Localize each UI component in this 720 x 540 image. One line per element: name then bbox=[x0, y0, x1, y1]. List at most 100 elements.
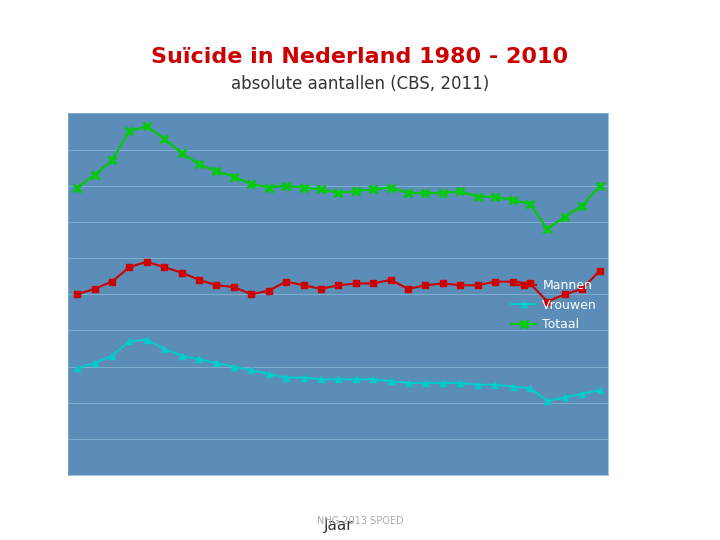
Totaal bbox=[282, 183, 290, 189]
Vrouwen bbox=[264, 370, 273, 377]
Vrouwen bbox=[438, 380, 447, 386]
Totaal bbox=[526, 200, 534, 207]
Totaal bbox=[578, 202, 587, 209]
Totaal bbox=[212, 168, 221, 174]
Vrouwen bbox=[456, 380, 464, 386]
Totaal bbox=[387, 184, 395, 191]
Totaal bbox=[334, 190, 343, 196]
Text: absolute aantallen (CBS, 2011): absolute aantallen (CBS, 2011) bbox=[231, 75, 489, 93]
Totaal bbox=[595, 183, 604, 189]
Mannen bbox=[404, 286, 413, 292]
Vrouwen bbox=[543, 398, 552, 404]
Vrouwen bbox=[561, 394, 570, 401]
Vrouwen bbox=[282, 374, 290, 381]
Totaal bbox=[404, 190, 413, 196]
Totaal bbox=[264, 184, 273, 191]
Totaal bbox=[491, 193, 500, 200]
Mannen bbox=[230, 284, 238, 291]
Vrouwen bbox=[212, 360, 221, 366]
Totaal bbox=[543, 226, 552, 232]
Totaal bbox=[107, 157, 116, 164]
Vrouwen bbox=[421, 380, 430, 386]
Mannen bbox=[334, 282, 343, 288]
Line: Totaal: Totaal bbox=[73, 122, 604, 233]
Totaal bbox=[73, 184, 81, 191]
Mannen bbox=[160, 264, 168, 271]
Vrouwen bbox=[300, 374, 308, 381]
Mannen bbox=[143, 259, 151, 265]
Text: NHG 2013 SPOED: NHG 2013 SPOED bbox=[317, 516, 403, 526]
Totaal bbox=[421, 190, 430, 196]
Vrouwen bbox=[526, 385, 534, 392]
Totaal bbox=[369, 186, 377, 193]
Mannen bbox=[73, 291, 81, 298]
Line: Mannen: Mannen bbox=[74, 259, 603, 305]
Vrouwen bbox=[578, 390, 587, 397]
Mannen bbox=[438, 280, 447, 287]
Totaal bbox=[508, 197, 517, 204]
Vrouwen bbox=[177, 353, 186, 359]
Line: Vrouwen: Vrouwen bbox=[73, 336, 603, 404]
Mannen bbox=[247, 291, 256, 298]
Vrouwen bbox=[351, 376, 360, 382]
Vrouwen bbox=[474, 381, 482, 388]
Mannen bbox=[107, 279, 116, 285]
Totaal bbox=[351, 188, 360, 194]
Vrouwen bbox=[125, 338, 134, 345]
Mannen bbox=[177, 269, 186, 276]
Vrouwen bbox=[143, 336, 151, 343]
Totaal bbox=[438, 190, 447, 196]
Totaal bbox=[125, 128, 134, 134]
Mannen bbox=[300, 282, 308, 288]
Text: Suïcide in Nederland 1980 - 2010: Suïcide in Nederland 1980 - 2010 bbox=[151, 46, 569, 67]
Vrouwen bbox=[160, 346, 168, 352]
Mannen bbox=[508, 279, 517, 285]
Vrouwen bbox=[595, 387, 604, 394]
Totaal bbox=[230, 173, 238, 180]
Mannen bbox=[317, 286, 325, 292]
Totaal bbox=[474, 193, 482, 200]
Vrouwen bbox=[317, 376, 325, 382]
Mannen bbox=[474, 282, 482, 288]
Vrouwen bbox=[107, 353, 116, 359]
Vrouwen bbox=[73, 365, 81, 372]
Vrouwen bbox=[230, 363, 238, 370]
Mannen bbox=[351, 280, 360, 287]
Vrouwen bbox=[194, 356, 203, 363]
Totaal bbox=[160, 136, 168, 142]
Totaal bbox=[143, 123, 151, 129]
Vrouwen bbox=[404, 380, 413, 386]
Totaal bbox=[247, 181, 256, 187]
Mannen bbox=[543, 298, 552, 305]
Mannen bbox=[125, 264, 134, 271]
Mannen bbox=[561, 291, 570, 298]
Mannen bbox=[387, 276, 395, 283]
Totaal bbox=[90, 172, 99, 178]
Mannen bbox=[578, 286, 587, 292]
Mannen bbox=[491, 279, 500, 285]
Vrouwen bbox=[387, 378, 395, 384]
Vrouwen bbox=[247, 367, 256, 374]
Mannen bbox=[264, 287, 273, 294]
Vrouwen bbox=[508, 383, 517, 390]
Totaal bbox=[300, 184, 308, 191]
Y-axis label: Aantal: Aantal bbox=[10, 272, 24, 317]
Totaal bbox=[561, 213, 570, 220]
Vrouwen bbox=[491, 381, 500, 388]
X-axis label: Jaar: Jaar bbox=[323, 518, 354, 534]
Vrouwen bbox=[369, 376, 377, 382]
Vrouwen bbox=[334, 376, 343, 382]
Totaal bbox=[194, 161, 203, 167]
Mannen bbox=[212, 282, 221, 288]
Vrouwen bbox=[90, 360, 99, 366]
Mannen bbox=[282, 279, 290, 285]
Mannen bbox=[456, 282, 464, 288]
Mannen bbox=[369, 280, 377, 287]
Totaal bbox=[177, 150, 186, 157]
Mannen bbox=[595, 267, 604, 274]
Mannen bbox=[421, 282, 430, 288]
Mannen bbox=[526, 280, 534, 287]
Mannen bbox=[194, 276, 203, 283]
Legend: Mannen, Vrouwen, Totaal: Mannen, Vrouwen, Totaal bbox=[506, 274, 602, 336]
Totaal bbox=[456, 188, 464, 194]
